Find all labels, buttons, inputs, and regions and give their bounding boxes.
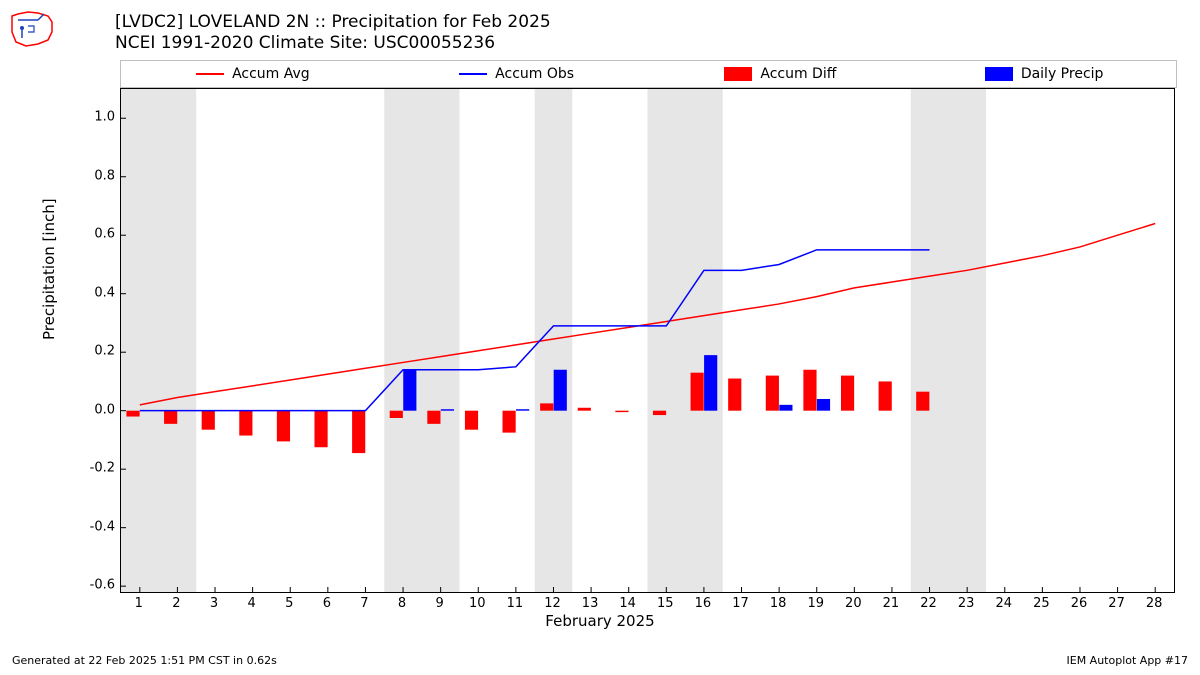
x-tick-label: 21 — [883, 596, 900, 611]
x-tick-label: 11 — [507, 596, 524, 611]
legend-label: Accum Avg — [232, 66, 310, 82]
legend-item: Accum Obs — [385, 66, 649, 82]
x-tick-label: 26 — [1071, 596, 1088, 611]
x-tick-label: 3 — [210, 596, 218, 611]
x-tick-label: 1 — [135, 596, 143, 611]
legend-swatch — [459, 73, 487, 75]
x-tick-label: 18 — [770, 596, 787, 611]
plot-area — [120, 88, 1175, 593]
legend-label: Accum Diff — [760, 66, 836, 82]
x-tick-label: 24 — [995, 596, 1012, 611]
x-tick-label: 20 — [845, 596, 862, 611]
y-tick-label: 0.6 — [75, 227, 115, 242]
x-tick-label: 19 — [807, 596, 824, 611]
title-line2: NCEI 1991-2020 Climate Site: USC00055236 — [115, 33, 551, 54]
y-tick-label: 0.8 — [75, 168, 115, 183]
x-tick-label: 17 — [732, 596, 749, 611]
y-tick-label: -0.2 — [75, 461, 115, 476]
x-tick-label: 9 — [436, 596, 444, 611]
legend: Accum Avg Accum Obs Accum Diff Daily Precip — [120, 60, 1177, 88]
title-line1: [LVDC2] LOVELAND 2N :: Precipitation for… — [115, 12, 551, 33]
legend-swatch — [724, 67, 752, 81]
x-tick-label: 12 — [544, 596, 561, 611]
x-tick-label: 5 — [285, 596, 293, 611]
x-tick-label: 16 — [695, 596, 712, 611]
legend-item: Daily Precip — [912, 66, 1176, 82]
footer-generated: Generated at 22 Feb 2025 1:51 PM CST in … — [12, 654, 277, 667]
x-tick-label: 25 — [1033, 596, 1050, 611]
y-axis-label: Precipitation [inch] — [40, 198, 58, 340]
chart-title: [LVDC2] LOVELAND 2N :: Precipitation for… — [115, 12, 551, 55]
y-tick-label: -0.6 — [75, 578, 115, 593]
x-tick-label: 6 — [323, 596, 331, 611]
legend-label: Daily Precip — [1021, 66, 1104, 82]
legend-swatch — [196, 73, 224, 75]
iem-logo — [8, 8, 56, 48]
x-tick-label: 13 — [582, 596, 599, 611]
x-tick-label: 14 — [619, 596, 636, 611]
x-tick-label: 2 — [172, 596, 180, 611]
x-tick-label: 28 — [1146, 596, 1163, 611]
x-axis-label: February 2025 — [0, 612, 1200, 630]
legend-item: Accum Avg — [121, 66, 385, 82]
y-tick-label: 1.0 — [75, 110, 115, 125]
x-tick-label: 10 — [469, 596, 486, 611]
y-tick-label: -0.4 — [75, 519, 115, 534]
y-tick-label: 0.4 — [75, 285, 115, 300]
y-tick-label: 0.0 — [75, 402, 115, 417]
footer-app: IEM Autoplot App #17 — [1067, 654, 1189, 667]
y-tick-label: 0.2 — [75, 344, 115, 359]
x-tick-label: 4 — [247, 596, 255, 611]
legend-item: Accum Diff — [649, 66, 913, 82]
legend-label: Accum Obs — [495, 66, 574, 82]
x-tick-label: 23 — [958, 596, 975, 611]
legend-swatch — [985, 67, 1013, 81]
x-tick-label: 8 — [398, 596, 406, 611]
x-tick-label: 27 — [1108, 596, 1125, 611]
x-tick-label: 7 — [360, 596, 368, 611]
x-tick-label: 22 — [920, 596, 937, 611]
x-tick-label: 15 — [657, 596, 674, 611]
